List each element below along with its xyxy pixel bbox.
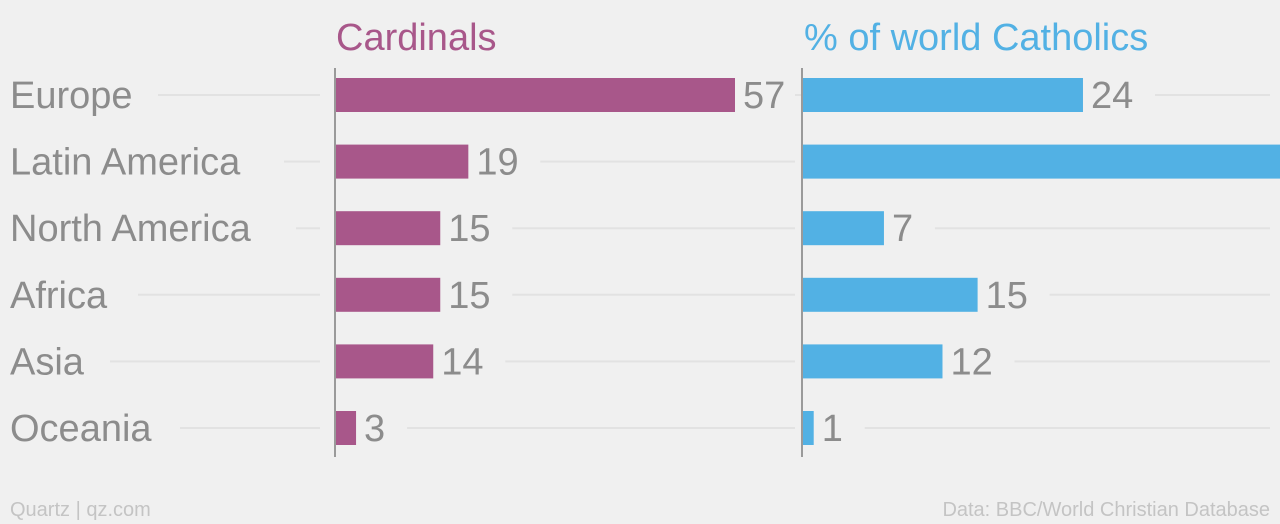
category-label: Europe [10, 75, 133, 117]
value-label: 57 [743, 75, 785, 117]
value-label: 15 [448, 275, 490, 317]
value-label: 15 [448, 208, 490, 250]
bar [802, 78, 1083, 112]
footer-credit: Quartz | qz.com [10, 499, 151, 521]
bar [335, 78, 735, 112]
value-label: 3 [364, 408, 385, 450]
value-label: 15 [986, 275, 1028, 317]
bar [802, 211, 884, 246]
bar [335, 211, 441, 246]
value-label: 19 [476, 142, 518, 184]
value-label: 7 [892, 208, 913, 250]
catholics-panel: % of world Catholics 2441715121 [801, 17, 1280, 457]
cardinals-panel-title: Cardinals [336, 17, 497, 59]
footer-source: Data: BBC/World Christian Database [942, 499, 1270, 521]
bar [335, 344, 434, 379]
bar [802, 144, 1280, 179]
bar [335, 411, 357, 445]
bar [335, 144, 469, 179]
value-label: 14 [441, 341, 483, 383]
category-label: Africa [10, 275, 108, 317]
bar [802, 277, 978, 312]
category-label: Latin America [10, 142, 241, 184]
category-labels: Europe Latin America North America Africa As… [10, 75, 252, 450]
bar [802, 411, 814, 445]
catholics-panel-title: % of world Catholics [804, 17, 1148, 59]
value-label: 12 [950, 341, 992, 383]
bar [335, 277, 441, 312]
gridlines [110, 94, 1280, 429]
category-label: North America [10, 208, 252, 250]
bar [802, 344, 943, 379]
cardinals-panel: Cardinals 57 19 15 15 14 3 [334, 17, 785, 457]
category-label: Oceania [10, 408, 152, 450]
category-label: Asia [10, 341, 85, 383]
value-label: 24 [1091, 75, 1133, 117]
value-label: 1 [822, 408, 843, 450]
